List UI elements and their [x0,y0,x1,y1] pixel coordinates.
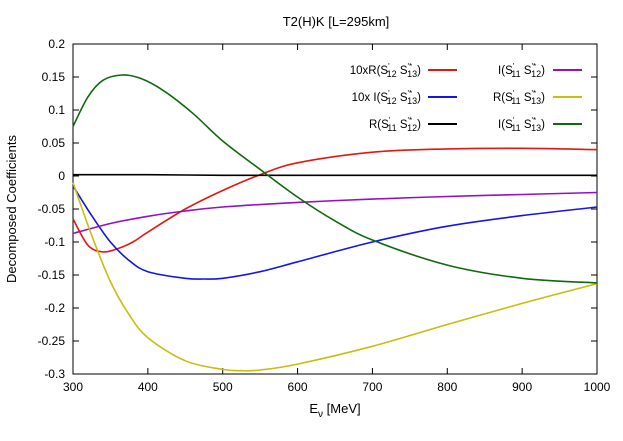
y-tick-label: -0.3 [44,367,65,381]
legend-label-6: I(S' 11 S'* 13) [498,116,545,133]
series-line-6 [72,74,598,284]
series-lines [72,74,598,372]
legend-label-3: R(S' 11 S'* 12) [369,116,421,133]
x-axis-label-sub: ν [318,409,323,420]
x-tick-label: 700 [362,380,382,394]
legend-label-4: I(S' 11 S'* 12) [498,62,545,79]
series-line-5 [72,182,598,372]
y-tick-label: -0.05 [38,202,66,216]
legend: 10xR(S' 12 S'* 13) I(S' 11 S'* 12) 10x I(S' 12 … [350,62,582,133]
chart-title: T2(H)K [L=295km] [283,14,390,29]
x-tick-label: 600 [288,380,308,394]
series-line-4 [72,191,598,235]
y-tick-label: 0 [58,169,65,183]
x-tick-label: 900 [512,380,532,394]
x-tick-label: 500 [213,380,233,394]
x-tick-label: 800 [437,380,457,394]
axis-ticks: 300 400 500 600 700 800 900 1000 -0.3 -0.25 -0.2 -0… [38,37,611,394]
y-tick-label: 0.05 [42,136,66,150]
y-tick-label: 0.15 [42,70,66,84]
y-tick-label: -0.15 [38,268,66,282]
x-axis-label: Eν [MeV] [309,401,360,420]
x-tick-label: 400 [138,380,158,394]
y-tick-label: 0.2 [48,37,65,51]
series-line-2 [72,185,598,280]
plot-frame [72,43,598,375]
x-axis-label-main: E [309,401,318,416]
y-axis-label: Decomposed Coefficients [4,135,19,283]
x-tick-label: 1000 [584,380,611,394]
y-tick-label: -0.25 [38,334,66,348]
y-tick-label: -0.1 [44,235,65,249]
legend-label-1: 10xR(S' 12 S'* 13) [350,62,421,79]
series-line-1 [72,147,598,253]
legend-label-2: 10x I(S' 12 S'* 13) [352,89,422,106]
y-tick-label: 0.1 [48,103,65,117]
y-tick-label: -0.2 [44,301,65,315]
legend-label-5: R(S' 11 S'* 13) [493,89,545,106]
x-axis-label-rest: [MeV] [323,401,361,416]
series-line-3 [72,173,597,177]
x-tick-label: 300 [63,380,83,394]
